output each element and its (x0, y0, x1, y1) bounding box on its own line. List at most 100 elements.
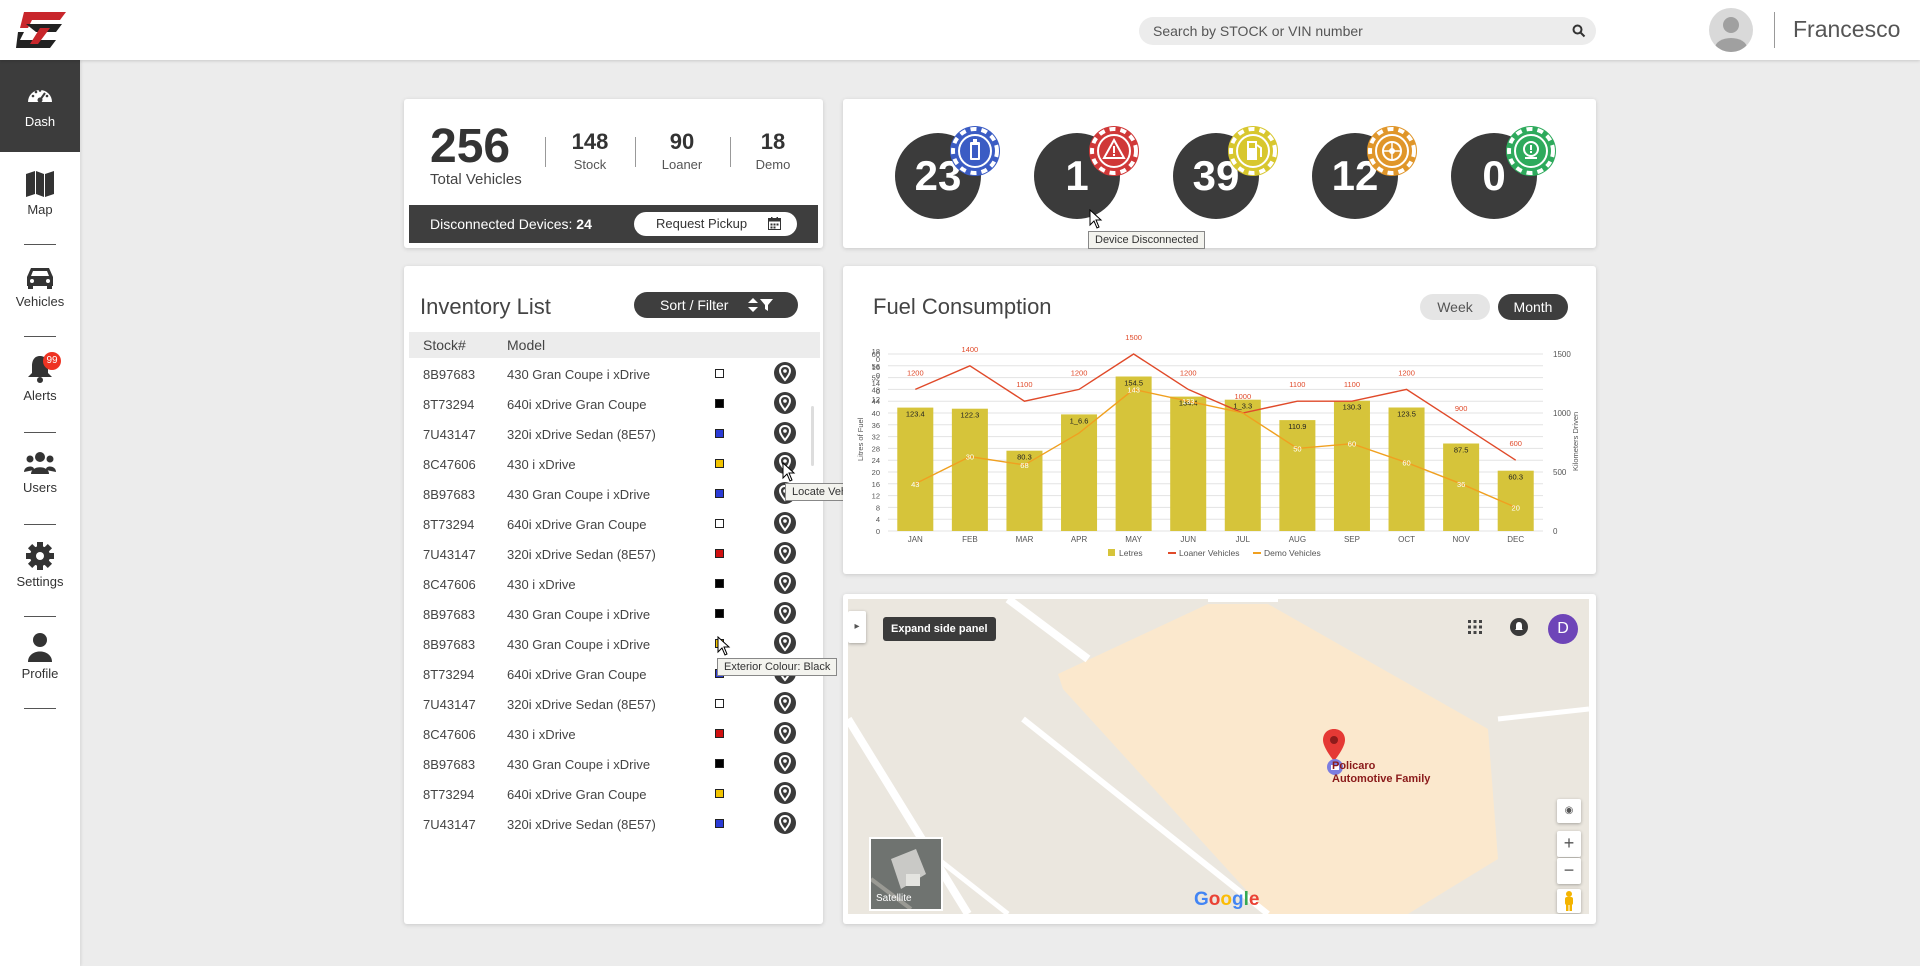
locate-vehicle-button[interactable] (774, 602, 796, 624)
x-tick-label: APR (1071, 535, 1088, 544)
locate-vehicle-button[interactable] (774, 782, 796, 804)
exterior-colour-swatch[interactable] (715, 399, 724, 408)
exterior-colour-swatch[interactable] (715, 609, 724, 618)
locate-vehicle-button[interactable] (774, 512, 796, 534)
sidebar-item-label: Dash (24, 114, 56, 129)
satellite-toggle[interactable]: Satellite (869, 837, 943, 911)
sidebar-item-users[interactable]: Users (0, 428, 80, 520)
exterior-colour-swatch[interactable] (715, 789, 724, 798)
map-icon (26, 171, 54, 197)
table-row[interactable]: 8T73294 640i xDrive Gran Coupe (409, 508, 820, 538)
model-name: 430 i xDrive (507, 457, 576, 472)
my-location-button[interactable]: ◉ (1557, 799, 1581, 823)
exterior-colour-swatch[interactable] (715, 729, 724, 738)
model-column-header[interactable]: Model (507, 337, 546, 353)
table-row[interactable]: 7U43147 320i xDrive Sedan (8E57) (409, 808, 820, 838)
locate-vehicle-button[interactable] (774, 692, 796, 714)
zoom-in-button[interactable]: + (1557, 831, 1581, 857)
brand-logo[interactable] (16, 10, 68, 50)
exterior-colour-swatch[interactable] (715, 549, 724, 558)
users-icon (24, 452, 56, 474)
nav-divider (24, 708, 56, 709)
table-row[interactable]: 8B97683 430 Gran Coupe i xDrive (409, 748, 820, 778)
y-tick-label: 8 (876, 503, 880, 512)
fuel-status-count: 39 (1173, 133, 1259, 219)
locate-vehicle-button[interactable] (774, 392, 796, 414)
table-row[interactable]: 8B97683 430 Gran Coupe i xDrive (409, 478, 820, 508)
apps-grid-icon[interactable] (1467, 619, 1483, 635)
fuel-status[interactable]: 39 (1173, 126, 1283, 223)
sidebar-item-vehicles[interactable]: Vehicles (0, 244, 80, 336)
disconnected-devices-text: Disconnected Devices: 24 (430, 216, 592, 232)
sidebar-item-profile[interactable]: Profile (0, 612, 80, 704)
notifications-icon[interactable] (1510, 618, 1528, 636)
sort-filter-button[interactable]: Sort / Filter (634, 292, 798, 318)
locate-vehicle-button[interactable] (774, 722, 796, 744)
location-pin-icon (778, 574, 792, 592)
user-name[interactable]: Francesco (1793, 16, 1901, 42)
street-view-button[interactable] (1557, 889, 1581, 913)
locate-vehicle-button[interactable] (774, 422, 796, 444)
user-avatar[interactable] (1709, 8, 1753, 52)
battery-status[interactable]: 23 (895, 126, 1005, 223)
locate-vehicle-button[interactable] (774, 572, 796, 594)
engine-status[interactable]: 0 (1451, 126, 1561, 223)
account-avatar[interactable]: D (1548, 614, 1578, 644)
inventory-list[interactable]: 8B97683 430 Gran Coupe i xDrive 8T73294 640… (409, 358, 820, 840)
stock-column-header[interactable]: Stock# (423, 337, 466, 353)
exterior-colour-swatch[interactable] (715, 519, 724, 528)
y-tick-label: 12 (872, 395, 880, 404)
sidebar-item-alerts[interactable]: 99 Alerts (0, 336, 80, 428)
locate-vehicle-button[interactable] (774, 362, 796, 384)
table-row[interactable]: 7U43147 320i xDrive Sedan (8E57) (409, 418, 820, 448)
zoom-out-button[interactable]: − (1557, 858, 1581, 884)
sidebar-item-map[interactable]: Map (0, 152, 80, 244)
exterior-colour-swatch[interactable] (715, 699, 724, 708)
inventory-scrollbar[interactable] (811, 406, 814, 466)
map-pin-icon[interactable] (1323, 729, 1345, 761)
exterior-colour-swatch[interactable] (715, 759, 724, 768)
week-toggle[interactable]: Week (1420, 294, 1490, 320)
vehicle-status-card: 23 1 39 12 (843, 99, 1596, 249)
stat-divider (730, 137, 731, 167)
map-place-label[interactable]: Policaro Automotive Family (1332, 760, 1430, 786)
table-row[interactable]: 7U43147 320i xDrive Sedan (8E57) (409, 688, 820, 718)
exterior-colour-swatch[interactable] (715, 369, 724, 378)
table-row[interactable]: 8T73294 640i xDrive Gran Coupe (409, 778, 820, 808)
locate-vehicle-button[interactable] (774, 752, 796, 774)
locate-vehicle-button[interactable] (774, 632, 796, 654)
vehicle-totals-card: 256 Total Vehicles 148 Stock 90 Loaner 1… (404, 99, 823, 248)
exterior-colour-swatch[interactable] (715, 459, 724, 468)
table-row[interactable]: 7U43147 320i xDrive Sedan (8E57) (409, 538, 820, 568)
expand-side-panel-button[interactable]: ▸ (848, 611, 866, 643)
table-row[interactable]: 8T73294 640i xDrive Gran Coupe (409, 388, 820, 418)
search-input[interactable]: Search by STOCK or VIN number (1139, 17, 1596, 45)
loaner-line-data-label: 1200 (1180, 368, 1197, 377)
legend-label: Loaner Vehicles (1179, 548, 1240, 558)
table-row[interactable]: 8B97683 430 Gran Coupe i xDrive (409, 598, 820, 628)
exterior-colour-swatch[interactable] (715, 489, 724, 498)
map-view[interactable]: Policaro Automotive Family ▸ Expand side… (848, 599, 1589, 914)
locate-vehicle-button[interactable] (774, 542, 796, 564)
search-icon[interactable] (1572, 24, 1586, 38)
location-pin-icon (778, 634, 792, 652)
warning-status[interactable]: 1 (1034, 126, 1144, 223)
tire-status[interactable]: 12 (1312, 126, 1422, 223)
x-tick-label: DEC (1507, 535, 1524, 544)
table-row[interactable]: 8B97683 430 Gran Coupe i xDrive (409, 628, 820, 658)
exterior-colour-swatch[interactable] (715, 579, 724, 588)
sidebar-item-dash[interactable]: Dash (0, 60, 80, 152)
month-toggle[interactable]: Month (1498, 294, 1568, 320)
model-name: 430 Gran Coupe i xDrive (507, 487, 651, 502)
locate-vehicle-button[interactable] (774, 812, 796, 834)
sidebar-item-settings[interactable]: Settings (0, 520, 80, 612)
exterior-colour-swatch[interactable] (715, 819, 724, 828)
request-pickup-button[interactable]: Request Pickup (634, 212, 797, 236)
loaner-line-data-label: 1100 (1289, 380, 1305, 389)
exterior-colour-swatch[interactable] (715, 429, 724, 438)
table-row[interactable]: 8B97683 430 Gran Coupe i xDrive (409, 358, 820, 388)
